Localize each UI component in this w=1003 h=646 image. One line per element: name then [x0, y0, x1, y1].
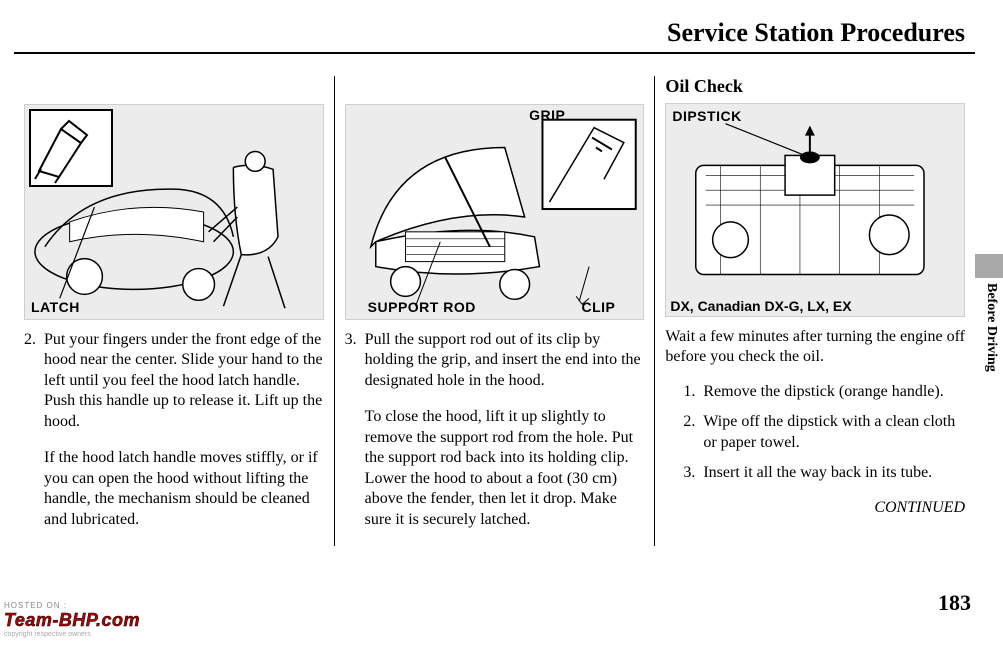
illustration-dipstick: DIPSTICK DX, Canadian DX-G, LX, EX	[665, 103, 965, 317]
col2-body: 3. Pull the support rod out of its clip …	[345, 330, 645, 530]
label-support-rod: SUPPORT ROD	[368, 299, 476, 315]
label-grip: GRIP	[529, 107, 565, 123]
step-3-text: Pull the support rod out of its clip by …	[365, 330, 645, 391]
label-clip: CLIP	[581, 299, 615, 315]
column-2: GRIP SUPPORT ROD CLIP 3. Pull the suppor…	[334, 76, 655, 546]
watermark-copy: copyright respective owners	[4, 631, 140, 638]
watermark-hosted: HOSTED ON :	[4, 601, 140, 610]
oil-step-3: 3. Insert it all the way back in its tub…	[683, 463, 965, 483]
page-title: Service Station Procedures	[14, 18, 975, 52]
label-latch: LATCH	[31, 299, 80, 315]
manual-page: Service Station Procedures Before Drivin…	[0, 0, 1003, 646]
engine-drawing	[666, 104, 964, 316]
col1-body: 2. Put your fingers under the front edge…	[24, 330, 324, 530]
oil-check-heading: Oil Check	[665, 76, 965, 97]
oil-step-1: 1. Remove the dipstick (orange handle).	[683, 382, 965, 402]
car-hood-open-drawing	[346, 105, 644, 319]
inset-latch-detail	[29, 109, 113, 187]
illustration-caption: DX, Canadian DX-G, LX, EX	[670, 298, 851, 314]
step-2: 2. Put your fingers under the front edge…	[24, 330, 324, 432]
oil-steps: 1. Remove the dipstick (orange handle). …	[665, 382, 965, 484]
col2-extra: To close the hood, lift it up slightly t…	[345, 407, 645, 530]
step-2-num: 2.	[24, 330, 44, 432]
watermark-brand: Team-BHP.com	[4, 610, 140, 631]
column-1: LATCH 2. Put your fingers under the fron…	[14, 76, 334, 546]
column-3: Oil Check DIPSTICK DX, Canadian DX-G, LX…	[654, 76, 975, 546]
watermark: HOSTED ON : Team-BHP.com copyright respe…	[4, 601, 140, 638]
content-columns: LATCH 2. Put your fingers under the fron…	[14, 76, 975, 546]
col2-extra-text: To close the hood, lift it up slightly t…	[365, 407, 645, 530]
col3-body: Wait a few minutes after turning the eng…	[665, 327, 965, 518]
step-3-num: 3.	[345, 330, 365, 391]
step-3: 3. Pull the support rod out of its clip …	[345, 330, 645, 391]
illustration-support-rod: GRIP SUPPORT ROD CLIP	[345, 104, 645, 320]
col1-extra: If the hood latch handle moves stiffly, …	[24, 448, 324, 530]
side-tab-label: Before Driving	[983, 283, 999, 372]
oil-step-2: 2. Wipe off the dipstick with a clean cl…	[683, 412, 965, 453]
oil-intro: Wait a few minutes after turning the eng…	[665, 327, 965, 368]
page-number: 183	[938, 590, 971, 616]
step-2-text: Put your fingers under the front edge of…	[44, 330, 324, 432]
continued-label: CONTINUED	[665, 498, 965, 518]
illustration-hood-latch: LATCH	[24, 104, 324, 320]
header-rule	[14, 52, 975, 54]
label-dipstick: DIPSTICK	[672, 108, 741, 124]
col1-extra-text: If the hood latch handle moves stiffly, …	[44, 448, 324, 530]
side-tab	[975, 254, 1003, 278]
